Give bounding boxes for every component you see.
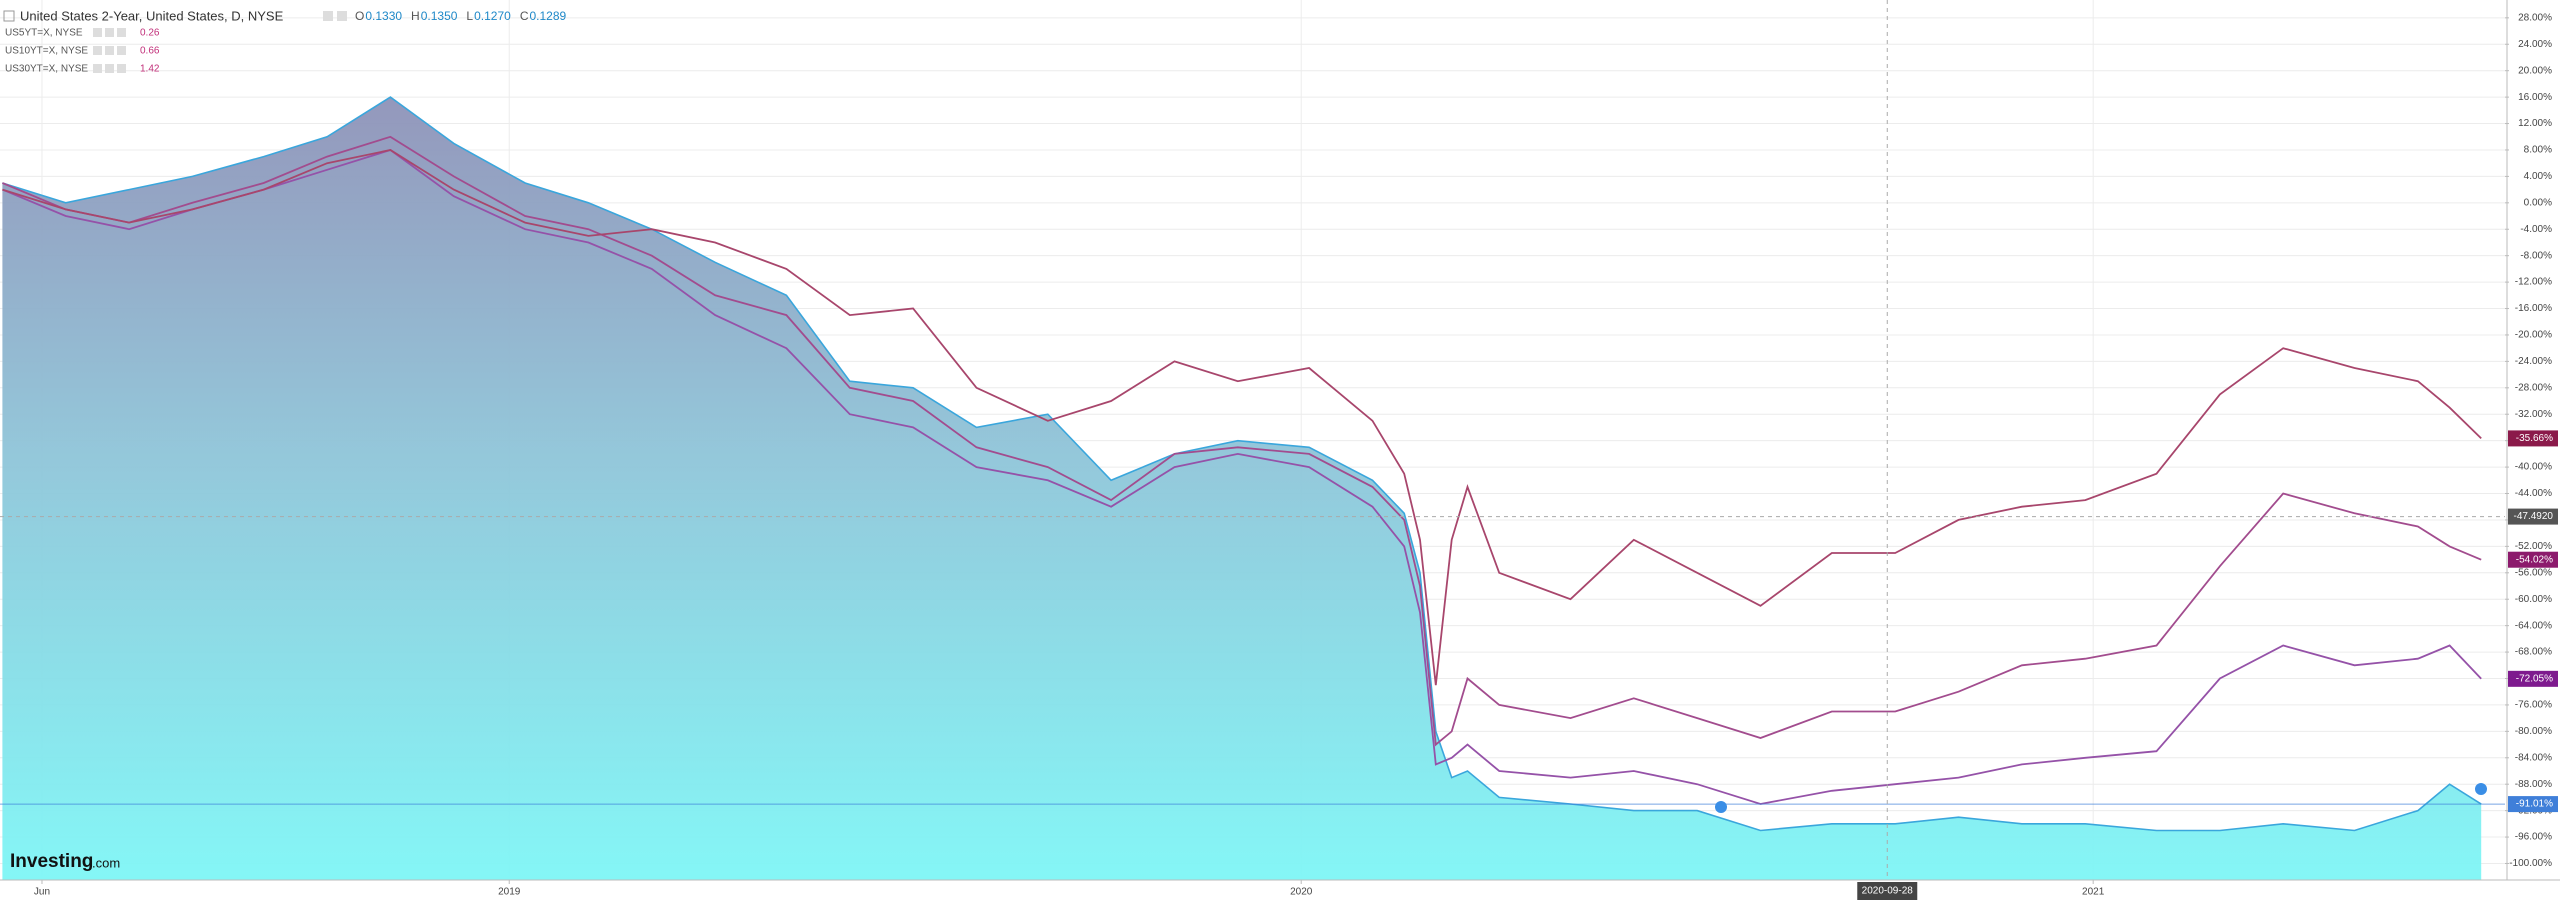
ohlc-value: 0.1330 [365, 9, 402, 23]
ohlc-value: 0.1350 [421, 9, 458, 23]
y-tick-label: -8.00% [2520, 250, 2552, 261]
crosshair-y-box [2508, 508, 2558, 525]
y-tick-label: -100.00% [2509, 858, 2552, 869]
y-tick-label: -40.00% [2515, 462, 2552, 473]
legend-value: 0.66 [140, 46, 160, 57]
value-label-box [2508, 796, 2558, 813]
legend-icon [93, 28, 102, 37]
value-label-box [2508, 670, 2558, 687]
icon[interactable] [323, 11, 333, 21]
y-tick-label: -76.00% [2515, 700, 2552, 711]
y-tick-label: -44.00% [2515, 488, 2552, 499]
value-label: -35.66% [2516, 433, 2553, 444]
legend-icon [93, 64, 102, 73]
legend-name: US10YT=X, NYSE [5, 46, 88, 57]
ohlc: O 0.1330 H 0.1350 L 0.1270 C 0.1289 [355, 9, 567, 23]
value-label-box [2508, 430, 2558, 447]
y-tick-label: 20.00% [2518, 65, 2552, 76]
legend-icon [105, 46, 114, 55]
series-line [2, 149, 2482, 805]
x-tick-label: 2020 [1290, 887, 1313, 898]
legend-name: US5YT=X, NYSE [5, 28, 83, 39]
legend-icon [93, 46, 102, 55]
value-label: -91.01% [2516, 799, 2553, 810]
crosshair-x-box [1857, 882, 1918, 900]
legend-icon [105, 28, 114, 37]
chart-title: United States 2-Year, United States, D, … [20, 8, 284, 23]
area-line [2, 96, 2482, 832]
y-tick-label: -32.00% [2515, 409, 2552, 420]
legend-name: US30YT=X, NYSE [5, 64, 88, 75]
y-tick-label: -64.00% [2515, 620, 2552, 631]
y-tick-label: 8.00% [2524, 145, 2552, 156]
y-tick-label: -52.00% [2515, 541, 2552, 552]
y-tick-label: 24.00% [2518, 39, 2552, 50]
value-label: -72.05% [2516, 673, 2553, 684]
ohlc-label: H [411, 9, 420, 23]
ohlc-value: 0.1270 [474, 9, 511, 23]
area-fill [2, 97, 2482, 881]
y-tick-label: 28.00% [2518, 12, 2552, 23]
y-tick-label: -68.00% [2515, 647, 2552, 658]
x-tick-label: 2019 [498, 887, 521, 898]
legend: US5YT=X, NYSE 0.26 US10YT=X, NYSE 0.66 US30Y… [5, 28, 160, 75]
y-tick-label: -28.00% [2515, 382, 2552, 393]
y-tick-label: -96.00% [2515, 832, 2552, 843]
crosshair-y-label: -47.4920 [2514, 511, 2554, 522]
logo: Investing [10, 851, 93, 872]
y-tick-label: -4.00% [2520, 224, 2552, 235]
y-tick-label: -84.00% [2515, 752, 2552, 763]
event-marker[interactable] [1715, 801, 1727, 813]
ohlc-label: L [466, 9, 473, 23]
ohlc-value: 0.1289 [529, 9, 566, 23]
y-tick-label: -24.00% [2515, 356, 2552, 367]
legend-value: 0.26 [140, 28, 160, 39]
y-tick-label: 16.00% [2518, 92, 2552, 103]
y-tick-label: 0.00% [2524, 197, 2552, 208]
plot [0, 0, 2505, 881]
y-tick-label: -60.00% [2515, 594, 2552, 605]
y-tick-label: -16.00% [2515, 303, 2552, 314]
collapse-icon[interactable] [3, 10, 15, 22]
icon[interactable] [337, 11, 347, 21]
logo-suffix: .com [92, 855, 120, 870]
crosshair-x-label: 2020-09-28 [1862, 886, 1914, 897]
value-label-box [2508, 551, 2558, 568]
x-tick-label: 2021 [2082, 887, 2105, 898]
y-tick-label: -80.00% [2515, 726, 2552, 737]
ohlc-label: C [520, 9, 529, 23]
ohlc-label: O [355, 9, 364, 23]
axes: 28.00% 24.00% 20.00% 16.00% 12.00% 8.00% 4.00%… [34, 12, 2558, 900]
legend-icon [117, 64, 126, 73]
event-marker[interactable] [2475, 783, 2487, 795]
legend-icon [105, 64, 114, 73]
series-line [2, 149, 2482, 686]
x-tick-label: Jun [34, 887, 50, 898]
y-tick-label: -12.00% [2515, 277, 2552, 288]
y-tick-label: 12.00% [2518, 118, 2552, 129]
y-tick-label: 4.00% [2524, 171, 2552, 182]
y-tick-label: -88.00% [2515, 779, 2552, 790]
series-line [2, 135, 2482, 747]
legend-icon [117, 46, 126, 55]
legend-value: 1.42 [140, 64, 160, 75]
value-label: -54.02% [2516, 554, 2553, 565]
y-tick-label: -20.00% [2515, 330, 2552, 341]
legend-icon [117, 28, 126, 37]
y-tick-label: -56.00% [2515, 567, 2552, 578]
